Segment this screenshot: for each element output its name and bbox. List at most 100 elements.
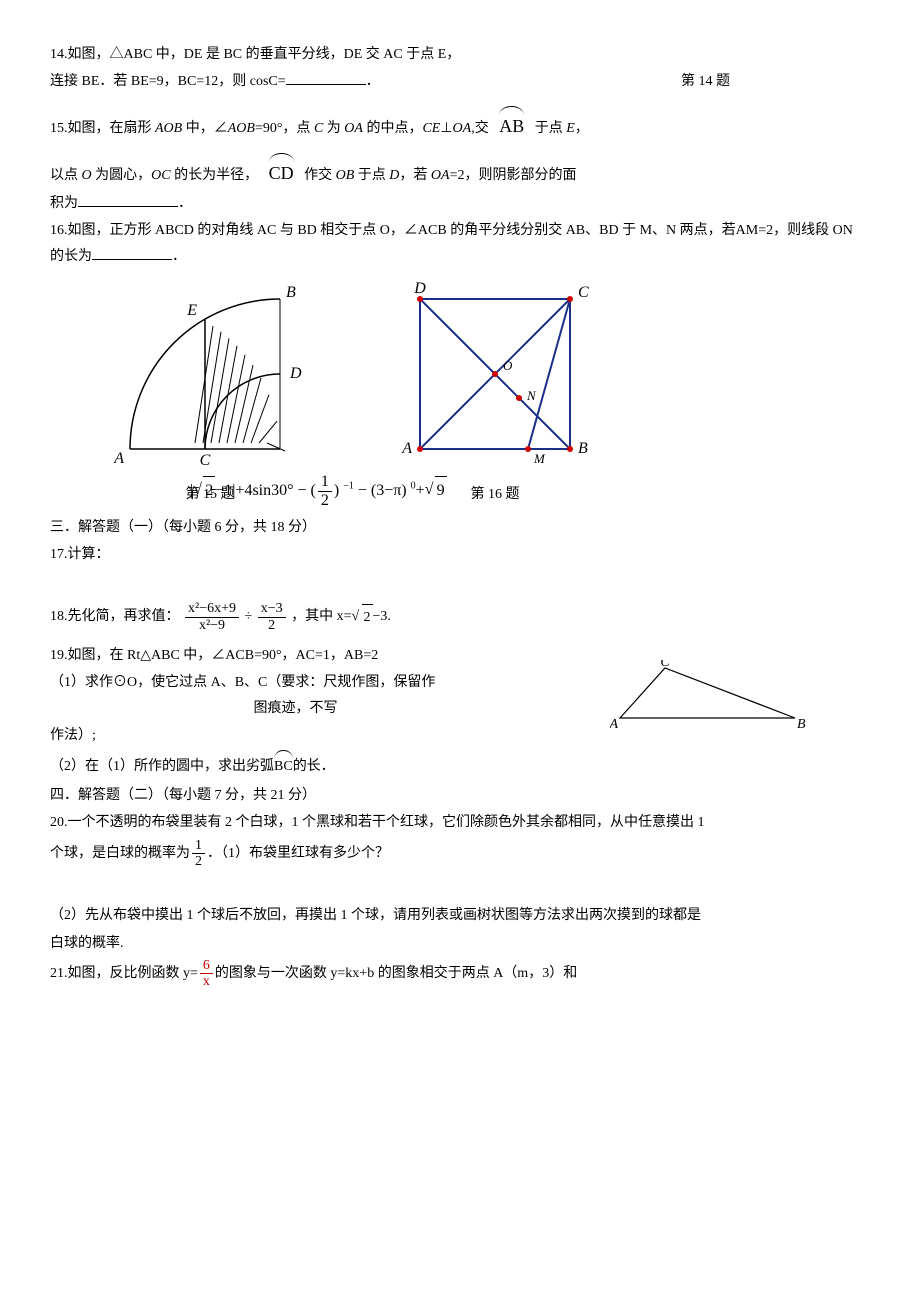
q18-mid: ，其中 x= <box>291 610 351 625</box>
q15-m2: =90°，点 <box>255 121 314 136</box>
q20-half: 12 <box>192 838 205 870</box>
svg-text:A: A <box>113 450 124 467</box>
q21-tail: 的图象与一次函数 y=kx+b 的图象相交于两点 A（m，3）和 <box>215 966 577 981</box>
eq-sqrt9r: 9 <box>435 476 447 506</box>
q18-f2n: x−3 <box>258 601 286 617</box>
q15-line3: 积为． <box>50 191 870 216</box>
svg-text:N: N <box>526 388 537 403</box>
q15-l2g: =2，则阴影部分的面 <box>450 168 577 183</box>
eq-p4: − (3−π) <box>354 482 411 499</box>
q20-l3: （2）先从布袋中摸出 1 个球后不放回，再摸出 1 个球，请用列表或画树状图等方… <box>50 903 870 928</box>
arc-ab: AB <box>499 106 524 142</box>
eq-p2: −1|+4sin30° − ( <box>215 482 316 499</box>
q20-l2: 个球，是白球的概率为12．（1）布袋里红球有多少个？ <box>50 838 870 870</box>
q19-l2b: 图痕迹，不写 <box>254 701 338 716</box>
q19-l3b: 的长． <box>293 759 335 774</box>
q19-l3: （2）在（1）所作的圆中，求出劣弧BC的长． <box>50 750 870 779</box>
arc-bc: BC <box>274 750 293 779</box>
q15-l3: 积为 <box>50 196 78 211</box>
q15-c: C <box>314 121 323 136</box>
fig15-svg: A B C D E <box>110 279 310 469</box>
eq-p5: + <box>416 482 425 499</box>
svg-text:A: A <box>401 440 412 457</box>
section4-heading: 四．解答题（二）（每小题 7 分，共 21 分） <box>50 783 870 808</box>
q16-blank <box>92 245 172 260</box>
q14-text2: 连接 BE．若 BE=9，BC=12，则 cosC= <box>50 74 286 89</box>
svg-text:D: D <box>289 365 302 382</box>
q20-l1: 20.一个不透明的布袋里装有 2 个白球，1 个黑球和若干个红球，它们除颜色外其… <box>50 810 870 835</box>
arc-cd-txt: CD <box>269 163 294 183</box>
eq-hn: 1 <box>318 473 332 492</box>
q21-pre: 21.如图，反比例函数 <box>50 966 183 981</box>
q15-m4: 的中点， <box>363 121 423 136</box>
q18-div: ÷ <box>245 610 253 625</box>
q18-f1n: x²−6x+9 <box>185 601 239 617</box>
q15-l2c: 的长为半径， <box>171 168 259 183</box>
fig16-svg: DCABOMN <box>390 279 600 469</box>
eq-e1: −1 <box>343 481 354 492</box>
q18-f1: x²−6x+9x²−9 <box>185 601 239 633</box>
q20-hd: 2 <box>192 854 205 869</box>
q15-ce: CE <box>422 121 440 136</box>
q15-l2d: 作交 <box>304 168 336 183</box>
q14-blank <box>286 70 366 85</box>
q18-sqrt-r: 2 <box>362 604 373 630</box>
svg-text:B: B <box>286 284 296 301</box>
q18-f1d: x²−9 <box>185 618 239 633</box>
svg-text:B: B <box>797 717 806 730</box>
q19-l3a: （2）在（1）所作的圆中，求出劣弧 <box>50 759 274 774</box>
svg-text:A: A <box>610 717 618 730</box>
q19-l2a: （1）求作⊙O，使它过点 A、B、C（要求：尺规作图，保留作 <box>50 675 435 690</box>
eq-hd: 2 <box>318 492 332 510</box>
q15-ob: OB <box>336 168 355 183</box>
svg-text:E: E <box>186 302 197 319</box>
q16-line: 16.如图，正方形 ABCD 的对角线 AC 与 BD 相交于点 O，∠ACB … <box>50 218 870 268</box>
eq-half: 12 <box>318 473 332 509</box>
q17: 17.计算： <box>50 542 870 567</box>
q15-m1: 中，∠ <box>182 121 228 136</box>
q20-l2a: 个球，是白球的概率为 <box>50 846 190 861</box>
q15-oa2: OA <box>453 121 472 136</box>
q15-m5: ,交 <box>471 121 489 136</box>
arc-bc-txt: BC <box>274 759 293 774</box>
fig19-wrap: ABC <box>610 660 810 739</box>
q20-l4: 白球的概率. <box>50 931 870 956</box>
svg-text:C: C <box>200 452 211 469</box>
arc-cd: CD <box>269 153 294 189</box>
q21-frac: 6x <box>200 958 213 990</box>
eq-p3: ) <box>334 482 343 499</box>
svg-text:D: D <box>413 280 426 297</box>
q15-line2: 以点 O 为圆心，OC 的长为半径， CD 作交 OB 于点 D，若 OA=2，… <box>50 153 870 189</box>
q15-m6: 于点 <box>535 121 567 136</box>
q20-l2b: ．（1）布袋里红球有多少个？ <box>207 846 389 861</box>
arc-ab-txt: AB <box>499 116 524 136</box>
q15-m1b: AOB <box>228 121 255 136</box>
eq-sqrt2: 2 <box>193 476 215 506</box>
q21: 21.如图，反比例函数 y=6x的图象与一次函数 y=kx+b 的图象相交于两点… <box>50 958 870 990</box>
q15-oc: OC <box>151 168 170 183</box>
q15-aob: AOB <box>155 121 182 136</box>
q15-oa3: OA <box>431 168 450 183</box>
q15-pre: 15.如图，在扇形 <box>50 121 155 136</box>
q18-tail: −3. <box>373 610 391 625</box>
svg-text:M: M <box>533 451 546 466</box>
q21-num: 6 <box>200 958 213 974</box>
q14-line2: 连接 BE．若 BE=9，BC=12，则 cosC=． 第 14 题 <box>50 69 870 94</box>
q21-yeq: y= <box>183 966 198 981</box>
q14-label: 第 14 题 <box>681 69 730 94</box>
q15-line1: 15.如图，在扇形 AOB 中，∠AOB=90°，点 C 为 OA 的中点，CE… <box>50 106 870 142</box>
svg-text:O: O <box>503 358 513 373</box>
eq-sqrt2r: 2 <box>203 476 215 506</box>
q15-l2f: ，若 <box>399 168 431 183</box>
svg-text:B: B <box>578 440 588 457</box>
q15-d: D <box>389 168 399 183</box>
q15-l2a: 以点 <box>50 168 82 183</box>
q15-e: E <box>566 121 575 136</box>
q15-o: O <box>82 168 92 183</box>
section3-heading: 三．解答题（一）（每小题 6 分，共 18 分） <box>50 515 870 540</box>
q15-oa: OA <box>344 121 363 136</box>
q15-l2b: 为圆心， <box>92 168 152 183</box>
eq-sqrt9: 9 <box>425 476 447 506</box>
q15-m7: ， <box>575 121 589 136</box>
q15-m3: 为 <box>323 121 344 136</box>
